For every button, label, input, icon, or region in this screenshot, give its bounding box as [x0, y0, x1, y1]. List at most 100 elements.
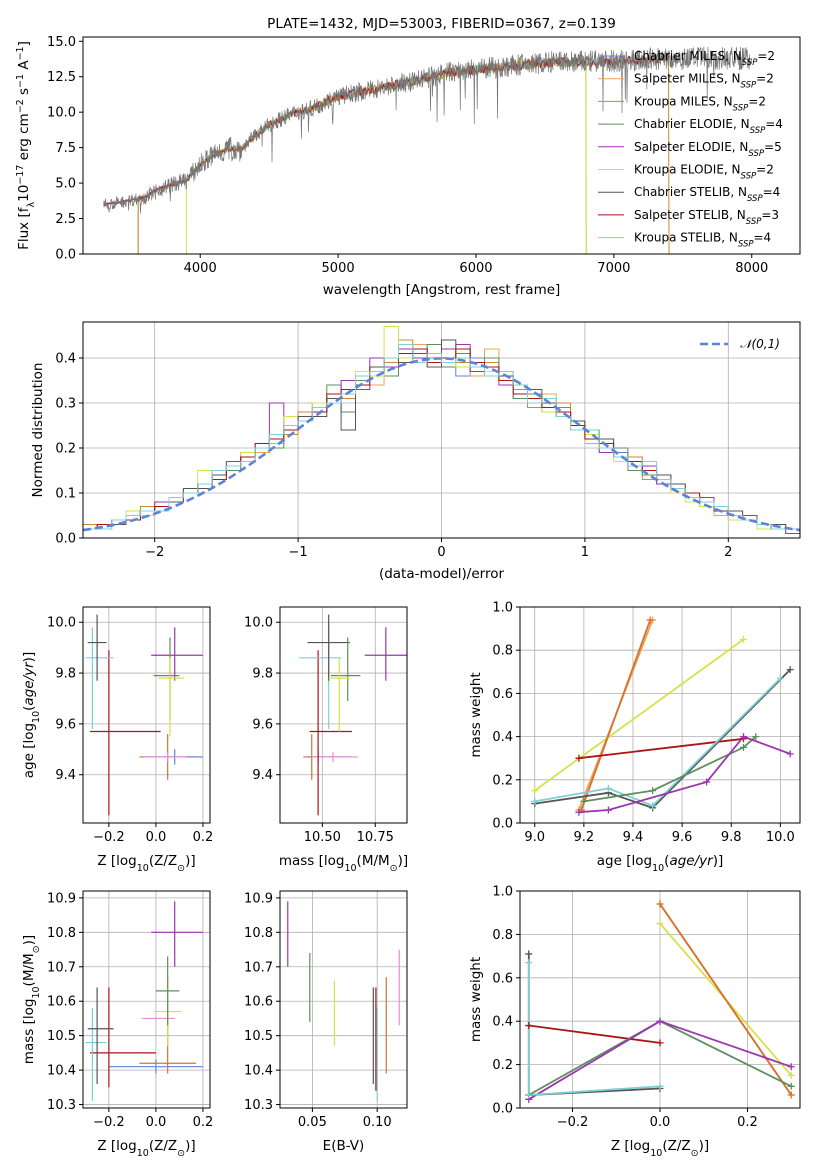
weight-point-marker [787, 1082, 795, 1090]
legend-label: Chabrier MILES, N [634, 49, 742, 63]
x-axis-label: wavelength [Angstrom, rest frame] [323, 282, 561, 298]
x-tick-label: 0.05 [298, 1115, 327, 1130]
weight-point-marker [649, 802, 657, 810]
y-tick-label: 0.4 [492, 730, 513, 745]
x-axis-label-group: Z [log10(Z/Z⊙)] [611, 1138, 709, 1159]
weight-point-marker [575, 808, 583, 816]
mass-vs-EBV-panel: 0.05 0.10 10.3 10.4 10.5 10.6 10.7 10.8 10.9 E(B-… [244, 890, 408, 1154]
x-tick-label: 10.50 [304, 830, 341, 845]
weight-point-marker [656, 1082, 664, 1090]
weight-point-marker [525, 950, 533, 958]
x-tick-label: 9.4 [623, 830, 644, 845]
y-tick-label: 0.4 [55, 352, 76, 367]
errorbars [299, 614, 407, 816]
y-axis-label-group: age [log10(age/yr)] [21, 652, 42, 778]
x-tick-label: 0.10 [363, 1115, 392, 1130]
mass-vs-Z-panel: −0.2 0.0 0.2 10.3 10.4 10.5 10.6 10.7 10.8 10.9 Z … [21, 890, 214, 1159]
y-tick-label: 0.3 [55, 397, 76, 412]
x-tick-label: 7000 [597, 261, 630, 276]
weight-point-marker [703, 778, 711, 786]
y-axis-label: mass weight [468, 672, 484, 757]
legend-sub: SSP [733, 103, 749, 113]
legend-entry: Kroupa MILES, NSSP=2 [634, 94, 766, 113]
weight-series-line [659, 903, 793, 1096]
legend-sub: SSP [748, 149, 764, 159]
spectrum-frame [82, 36, 801, 255]
y-tick-label: 10.3 [244, 1098, 273, 1113]
legend-tail: =3 [761, 208, 779, 222]
y-tick-label: 0.6 [492, 971, 513, 986]
y-tick-label: 9.6 [252, 717, 273, 732]
x-axis-label-part: )] [713, 853, 724, 869]
y-tick-label: 9.6 [55, 717, 76, 732]
x-axis-label-part: (Z/Z [149, 853, 177, 869]
y-axis-label-part: erg cm [16, 113, 32, 164]
y-tick-label: 10.6 [244, 995, 273, 1010]
x-axis-label-part: (Z/Z [662, 1138, 690, 1154]
y-tick-label: 9.8 [252, 667, 273, 682]
weight-point-marker [580, 797, 588, 805]
x-tick-label: −1 [289, 545, 308, 560]
y-axis-label: mass [log10(M/M⊙)] [21, 935, 42, 1064]
x-tick-label: 0.2 [193, 1115, 214, 1130]
legend-tail: =2 [748, 94, 766, 108]
model-spectrum-line [103, 53, 670, 207]
y-tick-label: 0.8 [492, 928, 513, 943]
y-tick-label: 0.8 [492, 644, 513, 659]
y-axis-label-part: −17 [15, 165, 26, 185]
y-tick-label: 0.1 [55, 487, 76, 502]
weight-point-marker [787, 1071, 795, 1079]
y-tick-label: 0.4 [492, 1015, 513, 1030]
y-axis-label-part: age [log [21, 723, 37, 778]
x-axis-label-part: )] [699, 1138, 710, 1154]
weight-series-line [528, 1024, 661, 1044]
legend-label: Salpeter MILES, N [634, 72, 741, 86]
legend-label: Kroupa MILES, N [634, 94, 733, 108]
x-axis-label: E(B-V) [323, 1138, 365, 1154]
weight-point-marker [787, 1091, 795, 1099]
mass-vs-Z-frame [82, 890, 211, 1109]
weight-series-line [534, 668, 791, 809]
y-tick-label: 10.8 [47, 926, 76, 941]
y-axis-label-part: age/yr [21, 661, 37, 706]
weight-series-line [583, 735, 757, 803]
legend-tail: =4 [763, 185, 781, 199]
x-tick-label: 0.2 [193, 830, 214, 845]
x-tick-label: 0.0 [146, 1115, 167, 1130]
x-axis-label-group: mass [log10(M/M⊙)] [279, 853, 408, 874]
legend-label: Salpeter STELIB, N [634, 208, 746, 222]
histogram-step-line [83, 344, 800, 538]
weight-point-marker [656, 1039, 664, 1047]
x-tick-label: 6000 [459, 261, 492, 276]
weight-point-marker [740, 733, 748, 741]
legend-sub: SSP [747, 194, 763, 204]
y-tick-label: 12.5 [47, 70, 76, 85]
y-axis-label-part: 10 [16, 185, 32, 202]
y-tick-label: 10.9 [244, 891, 273, 906]
y-tick-label: 0.0 [55, 248, 76, 263]
legend-label: Kroupa ELODIE, N [634, 163, 741, 177]
x-tick-label: 2 [724, 545, 732, 560]
y-axis-label-part: (M/M [21, 953, 37, 986]
legend-label: Kroupa STELIB, N [634, 231, 738, 245]
weight-vs-age-frame [519, 606, 801, 824]
y-tick-label: 0.0 [492, 1102, 513, 1117]
legend-tail: =5 [764, 140, 782, 154]
legend-sub: SSP [742, 58, 758, 68]
y-axis-label-part: )] [21, 652, 37, 663]
x-tick-label: 9.0 [524, 830, 545, 845]
legend-entry: Kroupa STELIB, NSSP=4 [634, 231, 771, 250]
y-tick-label: 10.0 [47, 106, 76, 121]
legend-entry: Chabrier ELODIE, NSSP=4 [634, 117, 783, 136]
legend-tail: =4 [754, 231, 772, 245]
weight-point-marker [786, 666, 794, 674]
y-tick-label: 10.4 [244, 1064, 273, 1079]
y-tick-label: 10.5 [244, 1029, 273, 1044]
gaussian-curve [83, 357, 800, 532]
y-axis-label-part: 10 [31, 711, 42, 723]
y-axis-label: Flux [fλ10−17 erg cm−2 s−1 A−1] [15, 41, 37, 250]
x-axis-label-part: )] [398, 853, 409, 869]
y-tick-label: 5.0 [55, 177, 76, 192]
weight-point-marker [531, 787, 539, 795]
weight-point-marker [656, 900, 664, 908]
